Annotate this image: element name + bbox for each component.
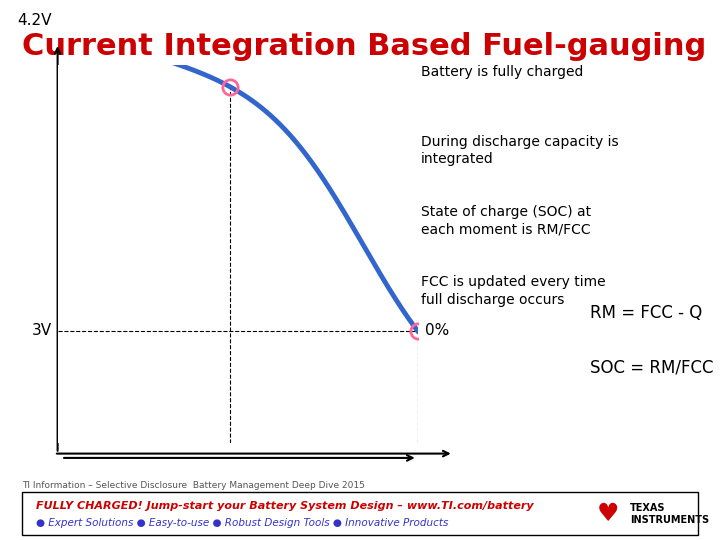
Text: Q: Q xyxy=(112,239,125,257)
Text: ● Expert Solutions ● Easy-to-use ● Robust Design Tools ● Innovative Products: ● Expert Solutions ● Easy-to-use ● Robus… xyxy=(36,518,449,528)
Text: Battery is fully charged: Battery is fully charged xyxy=(421,65,584,79)
Text: TI Information – Selective Disclosure  Battery Management Deep Dive 2015: TI Information – Selective Disclosure Ba… xyxy=(22,481,364,490)
Text: •: • xyxy=(403,135,413,153)
Text: 0%: 0% xyxy=(425,323,449,339)
Text: FCC is updated every time
full discharge occurs: FCC is updated every time full discharge… xyxy=(421,275,606,307)
FancyBboxPatch shape xyxy=(22,492,698,535)
Text: During discharge capacity is
integrated: During discharge capacity is integrated xyxy=(421,135,618,166)
Text: •: • xyxy=(403,65,413,83)
Text: 4.2V: 4.2V xyxy=(17,13,52,28)
Text: TEXAS
INSTRUMENTS: TEXAS INSTRUMENTS xyxy=(630,503,709,525)
Text: RM = FCC - Q: RM = FCC - Q xyxy=(590,304,703,322)
Text: SOC = RM/FCC: SOC = RM/FCC xyxy=(590,358,714,376)
Text: 3V: 3V xyxy=(32,323,52,339)
Text: •: • xyxy=(403,275,413,293)
Text: •: • xyxy=(403,205,413,223)
Text: FCC: FCC xyxy=(264,341,297,359)
Text: Current Integration Based Fuel-gauging: Current Integration Based Fuel-gauging xyxy=(22,32,706,62)
Text: ♥: ♥ xyxy=(597,502,620,526)
Text: State of charge (SOC) at
each moment is RM/FCC: State of charge (SOC) at each moment is … xyxy=(421,205,591,237)
Text: FULLY CHARGED! Jump-start your Battery System Design – www.TI.com/battery: FULLY CHARGED! Jump-start your Battery S… xyxy=(36,501,534,511)
